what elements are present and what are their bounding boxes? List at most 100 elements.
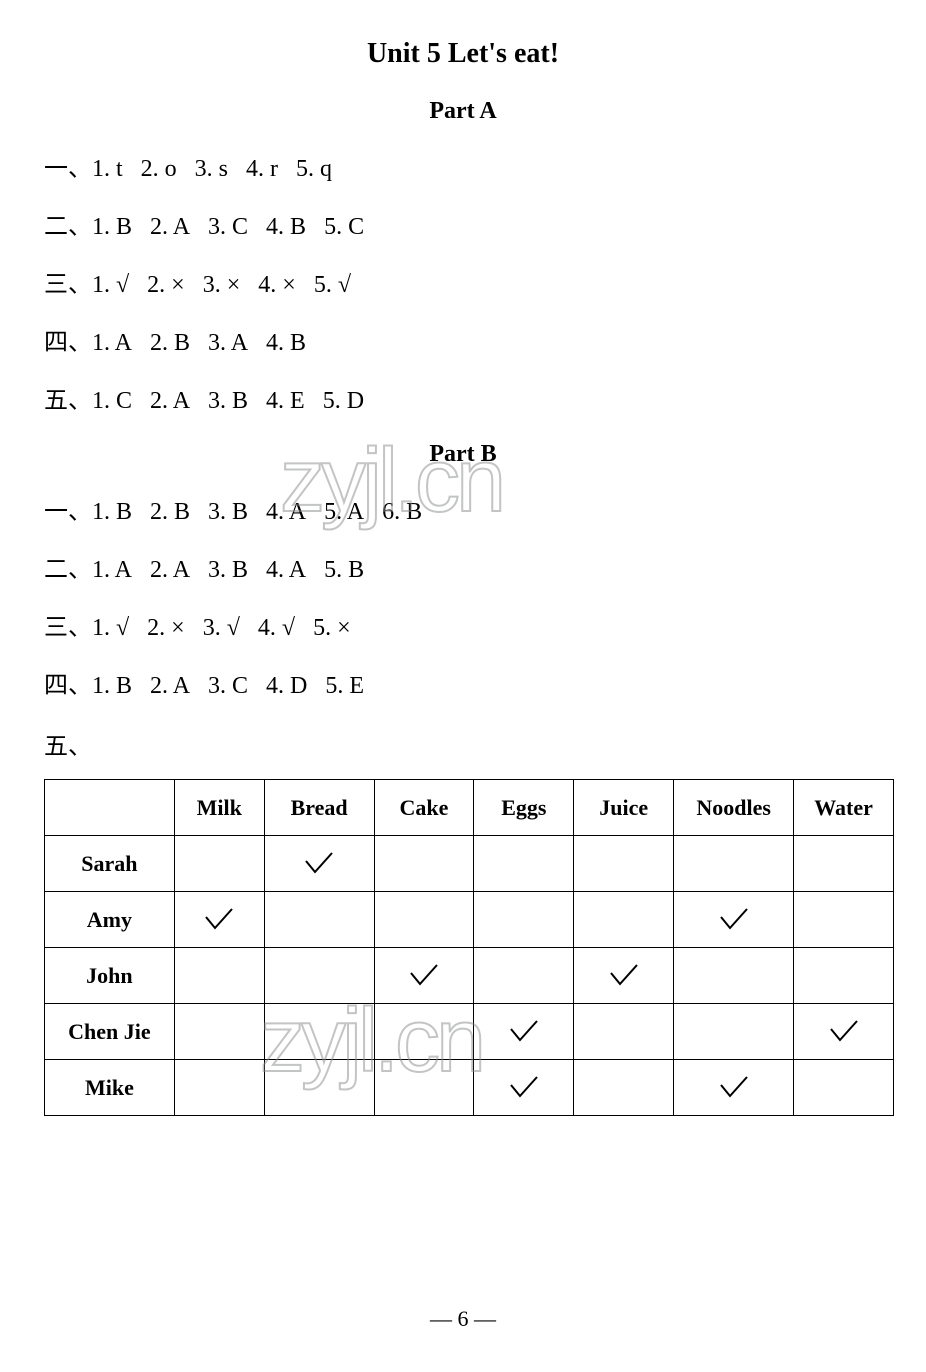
answer-item: 5. A bbox=[324, 494, 364, 530]
table-cell bbox=[174, 836, 264, 892]
part-b-table-prefix: 五、 bbox=[40, 726, 886, 761]
answer-item: 3. √ bbox=[203, 610, 240, 646]
answer-item: 1. A bbox=[92, 552, 132, 588]
answer-item: 1. A bbox=[92, 325, 132, 361]
row-name-cell: Sarah bbox=[45, 836, 175, 892]
table-header-cell bbox=[45, 780, 175, 836]
line-prefix: 三、 bbox=[44, 267, 92, 303]
line-prefix: 三、 bbox=[44, 610, 92, 646]
answer-item: 2. × bbox=[147, 267, 185, 303]
answer-item: 3. C bbox=[208, 209, 248, 245]
table-cell bbox=[674, 1004, 794, 1060]
table-cell bbox=[674, 836, 794, 892]
table-cell bbox=[674, 948, 794, 1004]
answer-item: 2. o bbox=[141, 151, 177, 187]
table-cell bbox=[574, 948, 674, 1004]
check-icon bbox=[202, 905, 236, 935]
table-row: Amy bbox=[45, 892, 894, 948]
part-a-line-1: 一、1. t2. o3. s4. r5. q bbox=[40, 151, 886, 187]
check-icon bbox=[717, 1073, 751, 1103]
answer-item: 5. × bbox=[313, 610, 351, 646]
answer-item: 3. C bbox=[208, 668, 248, 704]
answer-item: 4. B bbox=[266, 209, 306, 245]
check-icon bbox=[302, 849, 336, 879]
table-header-cell: Milk bbox=[174, 780, 264, 836]
line-prefix: 五、 bbox=[44, 383, 92, 419]
table-cell bbox=[264, 1004, 374, 1060]
answer-item: 5. C bbox=[324, 209, 364, 245]
table-cell bbox=[174, 1004, 264, 1060]
page-number: — 6 — bbox=[0, 1306, 926, 1332]
line-prefix: 二、 bbox=[44, 209, 92, 245]
answer-item: 2. A bbox=[150, 552, 190, 588]
line-prefix: 四、 bbox=[44, 325, 92, 361]
answer-item: 2. B bbox=[150, 325, 190, 361]
part-b-line-1: 一、1. B2. B3. B4. A5. A6. B bbox=[40, 494, 886, 530]
table-cell bbox=[794, 1060, 894, 1116]
line-prefix: 一、 bbox=[44, 151, 92, 187]
answer-item: 1. t bbox=[92, 151, 123, 187]
table-cell bbox=[474, 1060, 574, 1116]
part-a-line-4: 四、1. A 2. B 3. A 4. B bbox=[40, 325, 886, 361]
table-cell bbox=[574, 1060, 674, 1116]
answer-item: 2. A bbox=[150, 668, 190, 704]
table-cell bbox=[264, 892, 374, 948]
food-preference-table: MilkBreadCakeEggsJuiceNoodlesWater Sarah… bbox=[44, 779, 894, 1116]
check-icon bbox=[507, 1017, 541, 1047]
answer-item: 2. A bbox=[150, 209, 190, 245]
table-cell bbox=[474, 892, 574, 948]
table-cell bbox=[794, 948, 894, 1004]
answer-item: 4. E bbox=[266, 383, 305, 419]
answer-item: 2. × bbox=[147, 610, 185, 646]
answer-item: 5. q bbox=[296, 151, 332, 187]
answer-item: 3. B bbox=[208, 383, 248, 419]
answer-item: 4. × bbox=[258, 267, 296, 303]
table-cell bbox=[374, 892, 474, 948]
table-cell bbox=[264, 1060, 374, 1116]
table-cell bbox=[674, 892, 794, 948]
answer-item: 4. A bbox=[266, 494, 306, 530]
table-cell bbox=[374, 1004, 474, 1060]
answer-item: 5. B bbox=[324, 552, 364, 588]
check-icon bbox=[507, 1073, 541, 1103]
answer-item: 1. √ bbox=[92, 610, 129, 646]
table-cell bbox=[574, 836, 674, 892]
table-cell bbox=[574, 892, 674, 948]
line-prefix: 二、 bbox=[44, 552, 92, 588]
row-name-cell: Amy bbox=[45, 892, 175, 948]
table-row: Sarah bbox=[45, 836, 894, 892]
unit-title: Unit 5 Let's eat! bbox=[40, 38, 886, 70]
answer-item: 1. B bbox=[92, 209, 132, 245]
row-name-cell: Chen Jie bbox=[45, 1004, 175, 1060]
table-cell bbox=[174, 1060, 264, 1116]
answer-item: 1. B bbox=[92, 668, 132, 704]
table-cell bbox=[574, 1004, 674, 1060]
part-b-line-4: 四、1. B2. A3. C4. D5. E bbox=[40, 668, 886, 704]
table-cell bbox=[474, 948, 574, 1004]
answer-item: 4. r bbox=[246, 151, 278, 187]
table-cell bbox=[794, 1004, 894, 1060]
answer-item: 3. × bbox=[203, 267, 241, 303]
table-cell bbox=[174, 948, 264, 1004]
table-cell bbox=[264, 836, 374, 892]
table-cell bbox=[794, 892, 894, 948]
table-row: Chen Jie bbox=[45, 1004, 894, 1060]
table-header-row: MilkBreadCakeEggsJuiceNoodlesWater bbox=[45, 780, 894, 836]
table-cell bbox=[374, 1060, 474, 1116]
answer-item: 4. √ bbox=[258, 610, 295, 646]
line-prefix: 一、 bbox=[44, 494, 92, 530]
answer-item: 1. C bbox=[92, 383, 132, 419]
table-cell bbox=[674, 1060, 794, 1116]
answer-item: 3. B bbox=[208, 552, 248, 588]
answer-item: 4. A bbox=[266, 552, 306, 588]
table-header-cell: Eggs bbox=[474, 780, 574, 836]
answer-item: 6. B bbox=[382, 494, 422, 530]
part-a-line-5: 五、1. C2. A3. B4. E5. D bbox=[40, 383, 886, 419]
table-row: John bbox=[45, 948, 894, 1004]
answer-item: 4. B bbox=[266, 325, 306, 361]
check-icon bbox=[607, 961, 641, 991]
table-cell bbox=[794, 836, 894, 892]
answer-item: 3. A bbox=[208, 325, 248, 361]
part-b-line-2: 二、1. A 2. A 3. B 4. A 5. B bbox=[40, 552, 886, 588]
answer-item: 1. √ bbox=[92, 267, 129, 303]
